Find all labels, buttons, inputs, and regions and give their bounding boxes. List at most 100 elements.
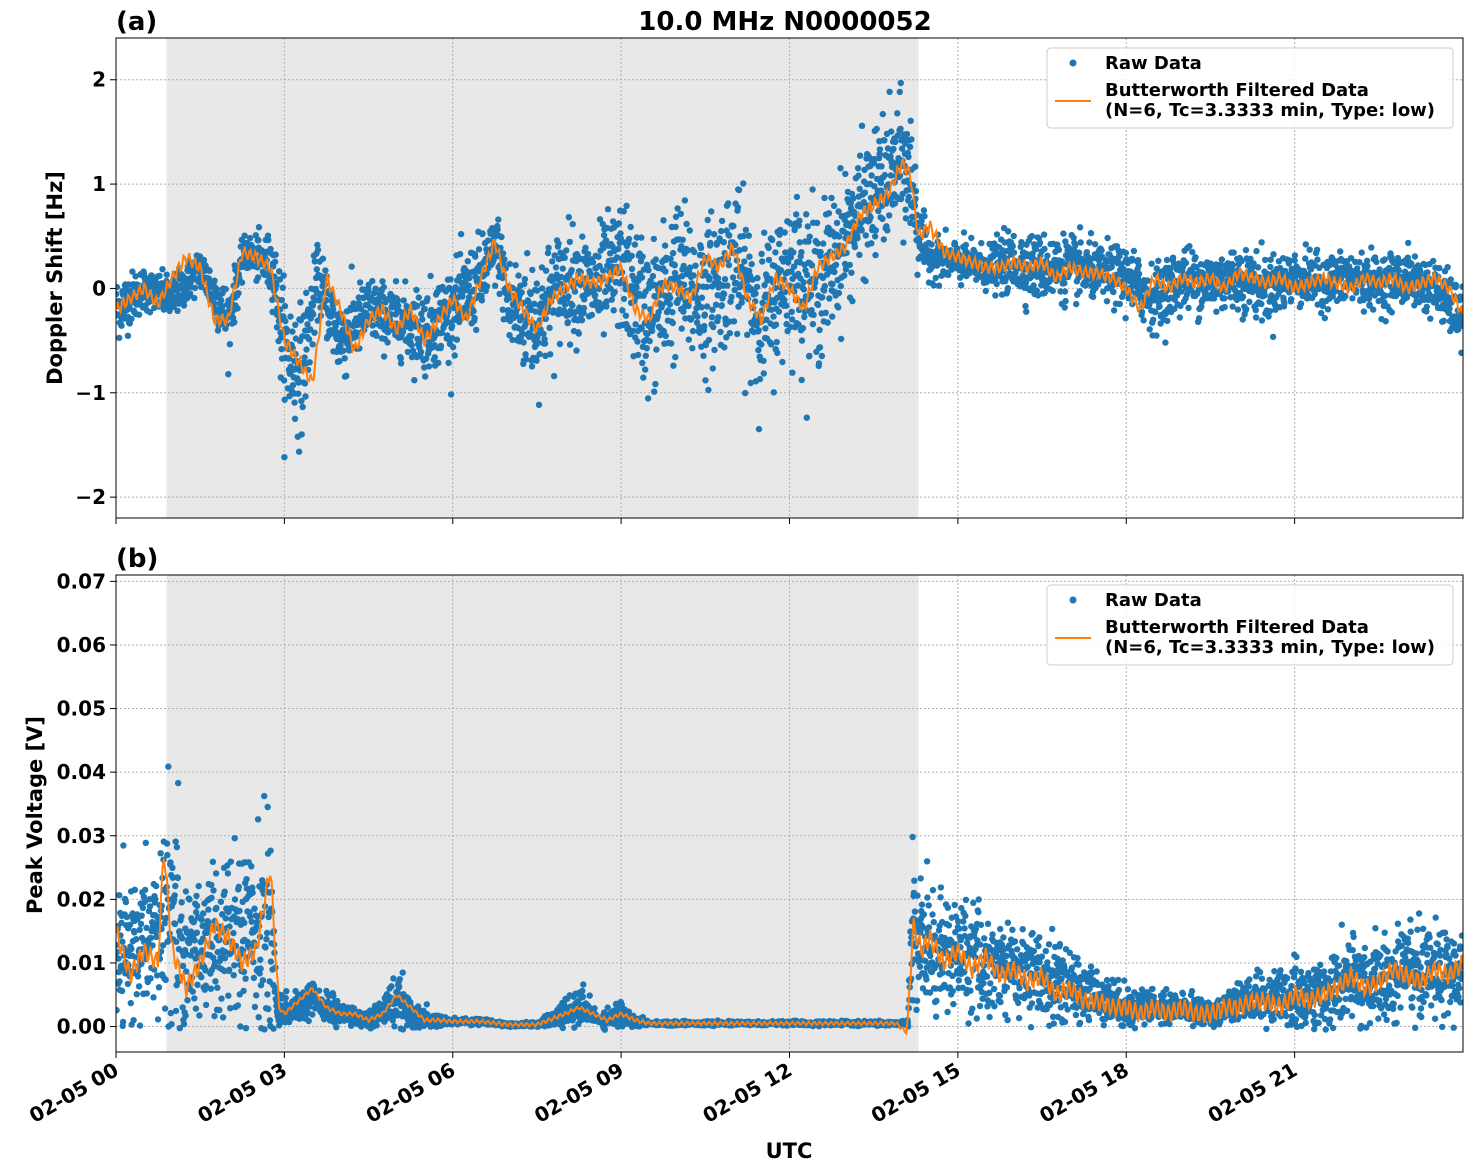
raw-data-point bbox=[542, 352, 549, 359]
raw-data-point bbox=[314, 246, 322, 254]
raw-data-point bbox=[932, 274, 939, 282]
raw-data-point bbox=[557, 280, 564, 288]
raw-data-point bbox=[126, 921, 134, 928]
raw-data-point bbox=[415, 294, 422, 301]
raw-data-point bbox=[867, 214, 874, 221]
raw-data-point bbox=[851, 243, 859, 251]
raw-data-point bbox=[479, 230, 486, 237]
raw-data-point bbox=[791, 226, 798, 234]
raw-data-point bbox=[1227, 294, 1234, 301]
raw-data-point bbox=[1373, 258, 1380, 266]
raw-data-point bbox=[316, 292, 324, 299]
raw-data-point bbox=[796, 239, 803, 246]
raw-data-point bbox=[842, 170, 849, 178]
raw-data-point bbox=[758, 250, 765, 258]
raw-data-point bbox=[171, 892, 178, 899]
raw-data-point bbox=[257, 956, 264, 963]
raw-data-point bbox=[240, 987, 247, 995]
y-tick-label: 2 bbox=[92, 68, 106, 92]
raw-data-point bbox=[237, 1023, 244, 1030]
raw-data-point bbox=[694, 313, 701, 320]
raw-data-point bbox=[886, 88, 893, 96]
raw-data-point bbox=[272, 251, 279, 258]
raw-data-point bbox=[1313, 246, 1321, 253]
raw-data-point bbox=[718, 217, 726, 225]
raw-data-point bbox=[546, 324, 553, 331]
raw-data-point bbox=[887, 172, 894, 179]
raw-data-point bbox=[1242, 246, 1250, 254]
raw-data-point bbox=[831, 242, 839, 249]
raw-data-point bbox=[1411, 253, 1419, 260]
raw-data-point bbox=[124, 980, 132, 988]
raw-data-point bbox=[1022, 302, 1029, 310]
raw-data-point bbox=[894, 110, 901, 117]
raw-data-point bbox=[956, 274, 964, 281]
raw-data-point bbox=[846, 261, 853, 269]
raw-data-point bbox=[752, 290, 759, 297]
raw-data-point bbox=[781, 229, 788, 236]
raw-data-point bbox=[164, 851, 171, 859]
raw-data-point bbox=[775, 308, 783, 315]
raw-data-point bbox=[1155, 257, 1162, 264]
raw-data-point bbox=[1221, 303, 1228, 311]
raw-data-point bbox=[843, 230, 851, 237]
raw-data-point bbox=[531, 300, 538, 307]
raw-data-point bbox=[810, 311, 817, 318]
raw-data-point bbox=[255, 236, 262, 244]
raw-data-point bbox=[662, 268, 669, 275]
raw-data-point bbox=[400, 297, 407, 304]
raw-data-point bbox=[582, 244, 589, 251]
raw-data-point bbox=[1195, 315, 1203, 322]
raw-data-point bbox=[1163, 256, 1171, 264]
raw-data-point bbox=[1266, 308, 1274, 315]
raw-data-point bbox=[627, 223, 634, 231]
raw-data-point bbox=[1030, 282, 1037, 289]
raw-data-point bbox=[617, 230, 624, 237]
raw-data-point bbox=[669, 319, 676, 327]
raw-data-point bbox=[471, 314, 478, 322]
raw-data-point bbox=[830, 202, 838, 209]
raw-data-point bbox=[1388, 309, 1396, 316]
raw-data-point bbox=[221, 967, 228, 975]
raw-data-point bbox=[867, 194, 875, 202]
raw-data-point bbox=[671, 269, 679, 277]
raw-data-point bbox=[793, 211, 800, 218]
raw-data-point bbox=[150, 994, 157, 1001]
raw-data-point bbox=[806, 352, 813, 360]
raw-data-point bbox=[814, 240, 821, 247]
raw-data-point bbox=[1395, 267, 1403, 275]
raw-data-point bbox=[1076, 288, 1083, 295]
raw-data-point bbox=[693, 305, 700, 312]
raw-data-point bbox=[826, 295, 833, 302]
raw-data-point bbox=[216, 936, 223, 943]
raw-data-point bbox=[897, 195, 905, 203]
raw-data-point bbox=[399, 328, 407, 335]
raw-data-point bbox=[213, 904, 220, 912]
raw-data-point bbox=[816, 344, 824, 351]
raw-data-point bbox=[868, 240, 875, 247]
raw-data-point bbox=[449, 343, 457, 351]
raw-data-point bbox=[438, 329, 445, 337]
raw-data-point bbox=[1087, 229, 1095, 237]
raw-data-point bbox=[1192, 254, 1199, 261]
raw-data-point bbox=[726, 330, 733, 337]
raw-data-point bbox=[222, 915, 229, 922]
raw-data-point bbox=[451, 352, 458, 359]
raw-data-point bbox=[202, 967, 209, 974]
raw-data-point bbox=[234, 305, 241, 312]
raw-data-point bbox=[1253, 247, 1260, 255]
raw-data-point bbox=[314, 317, 321, 324]
raw-data-point bbox=[299, 333, 306, 340]
raw-data-point bbox=[1108, 263, 1116, 271]
raw-data-point bbox=[575, 330, 582, 337]
raw-data-point bbox=[513, 312, 520, 319]
raw-data-point bbox=[340, 347, 347, 354]
raw-data-point bbox=[854, 235, 861, 242]
raw-data-point bbox=[484, 237, 492, 244]
raw-data-point bbox=[305, 1017, 312, 1025]
raw-data-point bbox=[681, 197, 689, 204]
raw-data-point bbox=[242, 1025, 250, 1032]
raw-data-point bbox=[720, 290, 728, 298]
raw-data-point bbox=[257, 965, 264, 972]
raw-data-point bbox=[1010, 249, 1018, 256]
